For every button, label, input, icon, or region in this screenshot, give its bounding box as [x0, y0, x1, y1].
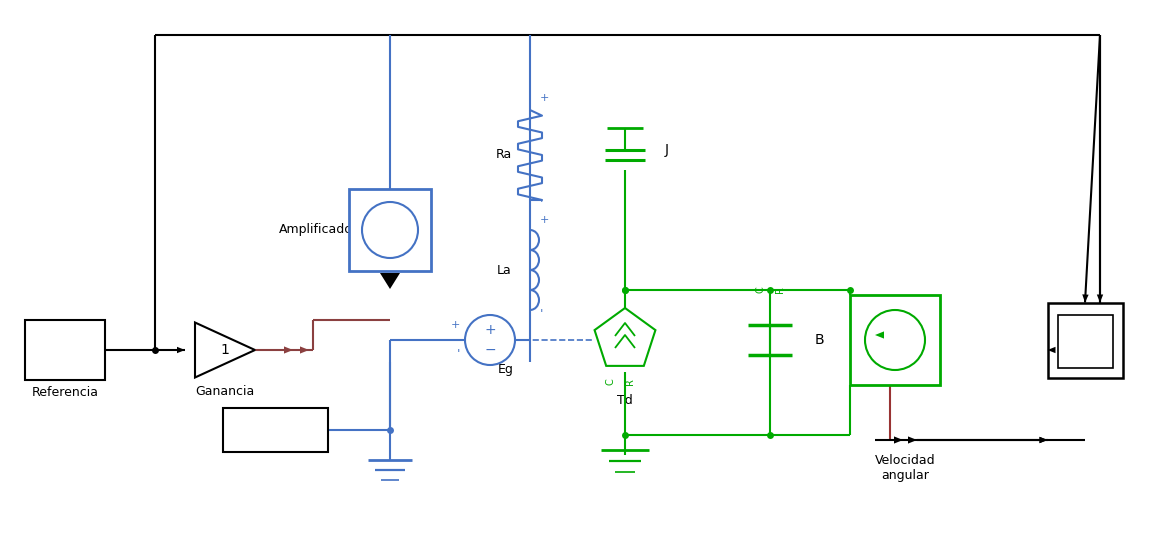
Text: 1: 1	[221, 343, 229, 357]
Text: ': '	[540, 199, 544, 212]
Text: Ganancia: Ganancia	[195, 385, 255, 398]
FancyBboxPatch shape	[1047, 302, 1122, 377]
Text: La: La	[497, 263, 512, 277]
Text: f(x) = 0: f(x) = 0	[251, 424, 299, 437]
Text: Td: Td	[617, 393, 632, 406]
FancyBboxPatch shape	[222, 408, 327, 452]
Polygon shape	[177, 347, 185, 353]
Text: J: J	[665, 143, 669, 157]
Polygon shape	[1082, 294, 1088, 302]
Text: Ra: Ra	[496, 148, 512, 162]
Text: R: R	[625, 378, 635, 386]
Text: Referencia: Referencia	[32, 386, 98, 399]
Text: −: −	[383, 232, 396, 246]
Text: +: +	[383, 213, 396, 228]
Text: +: +	[540, 93, 549, 103]
Polygon shape	[908, 436, 916, 444]
Text: Velocidad
angular: Velocidad angular	[874, 454, 935, 482]
Text: +: +	[484, 323, 496, 337]
Text: −: −	[484, 343, 496, 357]
Polygon shape	[1039, 437, 1047, 443]
Text: R: R	[856, 307, 863, 317]
Polygon shape	[300, 346, 309, 354]
FancyBboxPatch shape	[350, 189, 431, 271]
Text: C: C	[606, 378, 616, 386]
FancyBboxPatch shape	[1058, 315, 1113, 367]
Polygon shape	[876, 332, 884, 339]
Text: A: A	[925, 370, 932, 380]
Text: +: +	[540, 215, 549, 225]
Text: ': '	[540, 309, 544, 322]
Polygon shape	[1097, 294, 1104, 302]
FancyBboxPatch shape	[850, 295, 940, 385]
FancyBboxPatch shape	[25, 320, 105, 380]
Polygon shape	[894, 436, 902, 444]
Text: C: C	[856, 363, 863, 373]
Text: B: B	[815, 333, 824, 347]
Polygon shape	[284, 346, 293, 354]
Text: R: R	[775, 287, 786, 294]
Text: Amplificador: Amplificador	[279, 223, 358, 236]
Text: +: +	[450, 320, 459, 330]
Text: ': '	[457, 349, 459, 361]
Polygon shape	[1039, 437, 1047, 443]
Polygon shape	[380, 273, 400, 289]
Text: C: C	[755, 287, 765, 293]
Polygon shape	[1047, 347, 1056, 353]
Text: W: W	[883, 370, 892, 380]
Text: Eg: Eg	[498, 364, 514, 377]
